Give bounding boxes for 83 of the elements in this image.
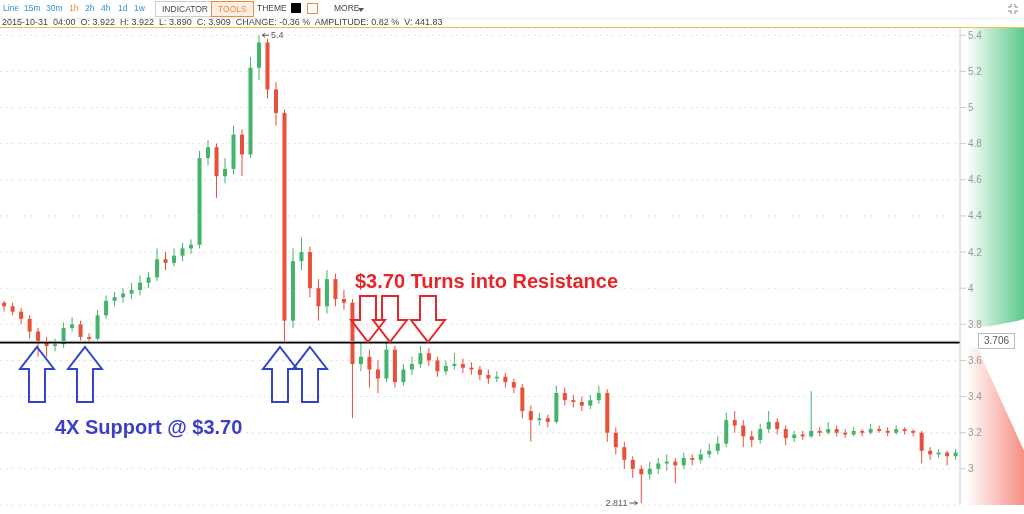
text: 2015-10-31 04:00 O: 3.922 H: 3.922 L: 3.890 C: 3.909 CHANGE: -0.36 % AMPLITUDE: 0.82 % V: 441.83: [2, 17, 443, 27]
ref-line-label: 3.706: [978, 333, 1016, 350]
candlestick: [528, 405, 533, 443]
annotation: 4X Support @ $3.70: [55, 416, 243, 439]
candlestick: [78, 320, 83, 342]
candlestick: [647, 461, 652, 481]
candlestick: [401, 363, 406, 387]
y-tick-label: 3.4: [968, 391, 983, 403]
text: 2h: [85, 3, 95, 13]
candlestick: [562, 387, 567, 407]
text: 1h: [69, 3, 79, 13]
y-tick-label: 5: [968, 102, 974, 114]
candlestick: [511, 378, 516, 394]
candlestick: [155, 247, 160, 282]
candlestick: [639, 464, 644, 504]
y-tick-label: 4.4: [968, 210, 983, 222]
y-tick-label: 5.2: [968, 65, 983, 77]
candlestick: [223, 157, 228, 184]
annotation: 2.811: [605, 498, 628, 509]
y-tick-label: 3: [968, 463, 974, 475]
y-tick-label: 4.2: [968, 246, 983, 258]
text: 30m: [46, 3, 63, 13]
candlestick: [630, 455, 635, 479]
candlestick: [53, 338, 58, 352]
y-tick-label: 3.8: [968, 318, 983, 330]
candlestick: [477, 365, 482, 381]
text: MORE: [334, 3, 360, 13]
text: THEME: [257, 3, 287, 13]
candlestick: [333, 273, 338, 307]
candlestick: [172, 247, 177, 267]
candlestick: [443, 359, 448, 376]
candlestick: [732, 410, 737, 434]
candlestick: [367, 349, 372, 389]
candlestick: [87, 332, 92, 343]
candlestick: [596, 385, 601, 405]
candlestick: [613, 426, 618, 455]
candlestick: [766, 410, 771, 434]
text: Line: [3, 3, 20, 13]
candlestick: [724, 412, 729, 448]
text: 1d: [118, 3, 128, 13]
candlestick: [206, 139, 211, 166]
candlestick: [27, 314, 32, 340]
y-tick-label: 5.4: [968, 29, 983, 41]
candlestick: [783, 425, 788, 446]
candlestick: [715, 435, 720, 455]
text: TOOLS: [211, 1, 254, 17]
y-tick-label: 4.6: [968, 174, 983, 186]
candlestick: [520, 383, 525, 419]
candlestick: [138, 275, 143, 296]
candlestick: [104, 294, 109, 320]
candlestick: [19, 307, 24, 325]
candlestick: [358, 341, 363, 372]
y-tick-label: 3.6: [968, 355, 983, 366]
text: INDICATOR: [155, 1, 215, 17]
candlestick: [409, 356, 414, 376]
annotation: $3.70 Turns into Resistance: [355, 270, 619, 293]
annotation: 5.4: [271, 30, 284, 41]
candlestick: [758, 423, 763, 445]
text: 1w: [134, 3, 145, 13]
candlestick: [163, 251, 168, 271]
candlestick: [809, 390, 814, 439]
candlestick: [70, 316, 75, 333]
candlestick: [316, 278, 321, 322]
candlestick: [95, 309, 100, 342]
candlestick: [375, 359, 380, 394]
y-tick-label: 4.8: [968, 138, 983, 150]
candlestick: [919, 430, 924, 464]
candlestick: [341, 289, 346, 311]
text: 4h: [101, 3, 111, 13]
y-tick-label: 3.2: [968, 427, 983, 439]
candlestick: [622, 441, 627, 470]
candlestick: [240, 128, 244, 177]
candlestick: [273, 81, 278, 127]
candlestick: [435, 356, 440, 378]
text: 15m: [24, 3, 41, 13]
candlestick: [741, 419, 746, 448]
candlestick: [418, 345, 423, 369]
candlestick: [494, 370, 499, 383]
candlestick: [180, 242, 185, 262]
candlestick: [460, 358, 465, 374]
candlestick: [426, 347, 431, 367]
candlestick: [299, 237, 304, 271]
y-tick-label: 4: [968, 282, 974, 294]
